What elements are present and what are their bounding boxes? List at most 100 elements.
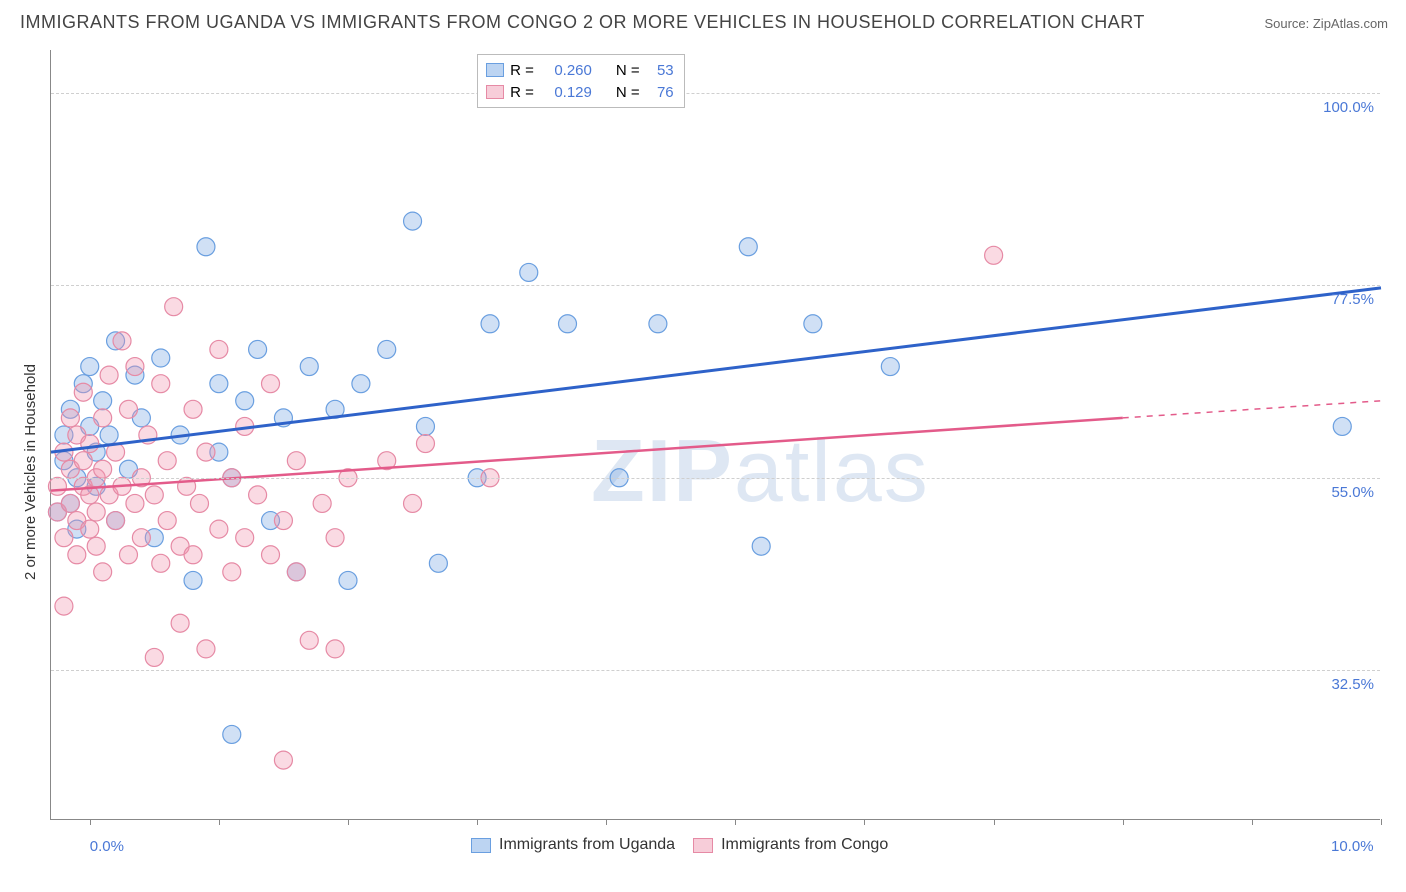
swatch-congo: [693, 838, 713, 853]
swatch-uganda: [486, 63, 504, 77]
data-point-uganda: [739, 238, 757, 256]
data-point-uganda: [249, 340, 267, 358]
data-point-congo: [236, 529, 254, 547]
data-point-congo: [326, 640, 344, 658]
legend-item-uganda: Immigrants from Uganda: [471, 836, 675, 854]
trend-line-uganda: [51, 288, 1381, 452]
data-point-congo: [94, 460, 112, 478]
x-tick: [1252, 819, 1253, 825]
data-point-uganda: [184, 571, 202, 589]
data-point-uganda: [210, 375, 228, 393]
data-point-congo: [68, 546, 86, 564]
x-tick-label: 0.0%: [90, 838, 124, 855]
gridline: [51, 93, 1380, 94]
data-point-congo: [119, 400, 137, 418]
data-point-uganda: [416, 417, 434, 435]
data-point-congo: [416, 435, 434, 453]
data-point-congo: [87, 503, 105, 521]
plot-svg: [51, 50, 1380, 819]
r-label: R =: [510, 84, 534, 101]
data-point-congo: [300, 631, 318, 649]
data-point-congo: [74, 452, 92, 470]
data-point-congo: [132, 529, 150, 547]
data-point-congo: [158, 452, 176, 470]
data-point-congo: [100, 366, 118, 384]
data-point-congo: [165, 298, 183, 316]
gridline: [51, 285, 1380, 286]
data-point-uganda: [100, 426, 118, 444]
data-point-uganda: [236, 392, 254, 410]
data-point-congo: [326, 529, 344, 547]
x-tick: [606, 819, 607, 825]
data-point-congo: [287, 563, 305, 581]
data-point-congo: [262, 546, 280, 564]
gridline: [51, 478, 1380, 479]
source-label: Source: ZipAtlas.com: [1264, 16, 1388, 31]
data-point-congo: [152, 375, 170, 393]
data-point-uganda: [300, 358, 318, 376]
data-point-congo: [197, 443, 215, 461]
data-point-uganda: [94, 392, 112, 410]
legend-label: Immigrants from Uganda: [499, 836, 675, 854]
y-tick-label: 100.0%: [1323, 99, 1374, 116]
x-tick: [994, 819, 995, 825]
data-point-congo: [48, 477, 66, 495]
swatch-congo: [486, 85, 504, 99]
data-point-congo: [107, 512, 125, 530]
data-point-congo: [94, 409, 112, 427]
data-point-uganda: [1333, 417, 1351, 435]
x-tick: [735, 819, 736, 825]
stats-legend: R =0.260N =53R =0.129N =76: [477, 54, 685, 108]
data-point-uganda: [197, 238, 215, 256]
data-point-congo: [119, 546, 137, 564]
data-point-congo: [61, 409, 79, 427]
y-axis-label: 2 or more Vehicles in Household: [22, 364, 39, 580]
x-tick: [477, 819, 478, 825]
data-point-uganda: [404, 212, 422, 230]
swatch-uganda: [471, 838, 491, 853]
data-point-uganda: [881, 358, 899, 376]
n-label: N =: [616, 62, 640, 79]
data-point-congo: [985, 246, 1003, 264]
r-label: R =: [510, 62, 534, 79]
data-point-uganda: [378, 340, 396, 358]
data-point-uganda: [223, 725, 241, 743]
data-point-uganda: [752, 537, 770, 555]
data-point-congo: [190, 494, 208, 512]
plot-area: ZIPatlas 32.5%55.0%77.5%100.0%0.0%10.0%R…: [50, 50, 1380, 820]
data-point-congo: [287, 452, 305, 470]
gridline: [51, 670, 1380, 671]
data-point-congo: [210, 520, 228, 538]
data-point-uganda: [481, 315, 499, 333]
data-point-congo: [197, 640, 215, 658]
data-point-congo: [404, 494, 422, 512]
x-tick: [1123, 819, 1124, 825]
data-point-uganda: [352, 375, 370, 393]
data-point-congo: [61, 494, 79, 512]
data-point-uganda: [429, 554, 447, 572]
legend-label: Immigrants from Congo: [721, 836, 888, 854]
data-point-congo: [55, 529, 73, 547]
y-tick-label: 32.5%: [1331, 676, 1374, 693]
data-point-uganda: [559, 315, 577, 333]
data-point-congo: [113, 332, 131, 350]
data-point-uganda: [81, 358, 99, 376]
data-point-uganda: [804, 315, 822, 333]
r-value: 0.129: [540, 84, 592, 101]
y-tick-label: 77.5%: [1331, 291, 1374, 308]
data-point-congo: [262, 375, 280, 393]
data-point-congo: [313, 494, 331, 512]
data-point-uganda: [152, 349, 170, 367]
r-value: 0.260: [540, 62, 592, 79]
data-point-congo: [184, 546, 202, 564]
chart-title: IMMIGRANTS FROM UGANDA VS IMMIGRANTS FRO…: [20, 12, 1145, 33]
stats-row-congo: R =0.129N =76: [486, 81, 674, 103]
data-point-uganda: [339, 571, 357, 589]
data-point-congo: [274, 751, 292, 769]
data-point-congo: [249, 486, 267, 504]
series-legend: Immigrants from Uganda Immigrants from Co…: [471, 836, 888, 854]
data-point-congo: [158, 512, 176, 530]
n-label: N =: [616, 84, 640, 101]
data-point-congo: [171, 614, 189, 632]
data-point-uganda: [649, 315, 667, 333]
